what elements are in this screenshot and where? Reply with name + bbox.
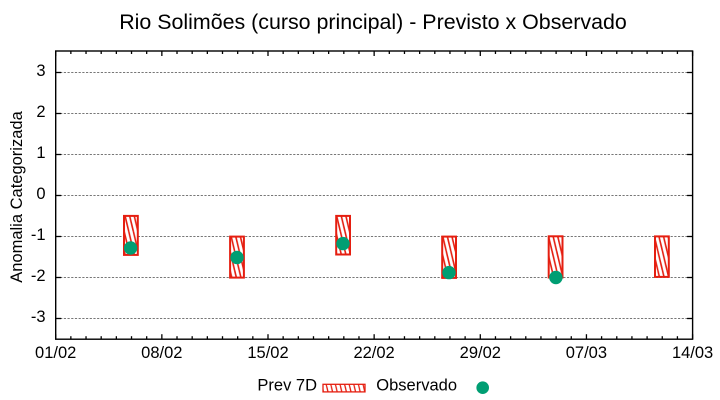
svg-text:0: 0 [32,185,46,203]
svg-text:1: 1 [32,144,46,162]
svg-text:Rio Solimões (curso principal): Rio Solimões (curso principal) - Previst… [119,10,627,34]
svg-text:Observado: Observado [376,377,457,395]
svg-text:-1: -1 [31,226,46,244]
svg-text:3: 3 [32,62,46,80]
svg-text:Anomalia Categorizada: Anomalia Categorizada [8,110,26,282]
svg-text:22/02: 22/02 [353,344,394,362]
svg-text:Prev 7D: Prev 7D [257,377,317,395]
svg-text:-2: -2 [31,267,46,285]
svg-text:2: 2 [32,103,46,121]
svg-text:-3: -3 [31,308,46,326]
svg-text:08/02: 08/02 [141,344,182,362]
svg-text:14/03: 14/03 [672,344,713,362]
svg-text:29/02: 29/02 [460,344,501,362]
svg-text:15/02: 15/02 [247,344,288,362]
svg-text:07/03: 07/03 [566,344,607,362]
svg-text:01/02: 01/02 [35,344,76,362]
